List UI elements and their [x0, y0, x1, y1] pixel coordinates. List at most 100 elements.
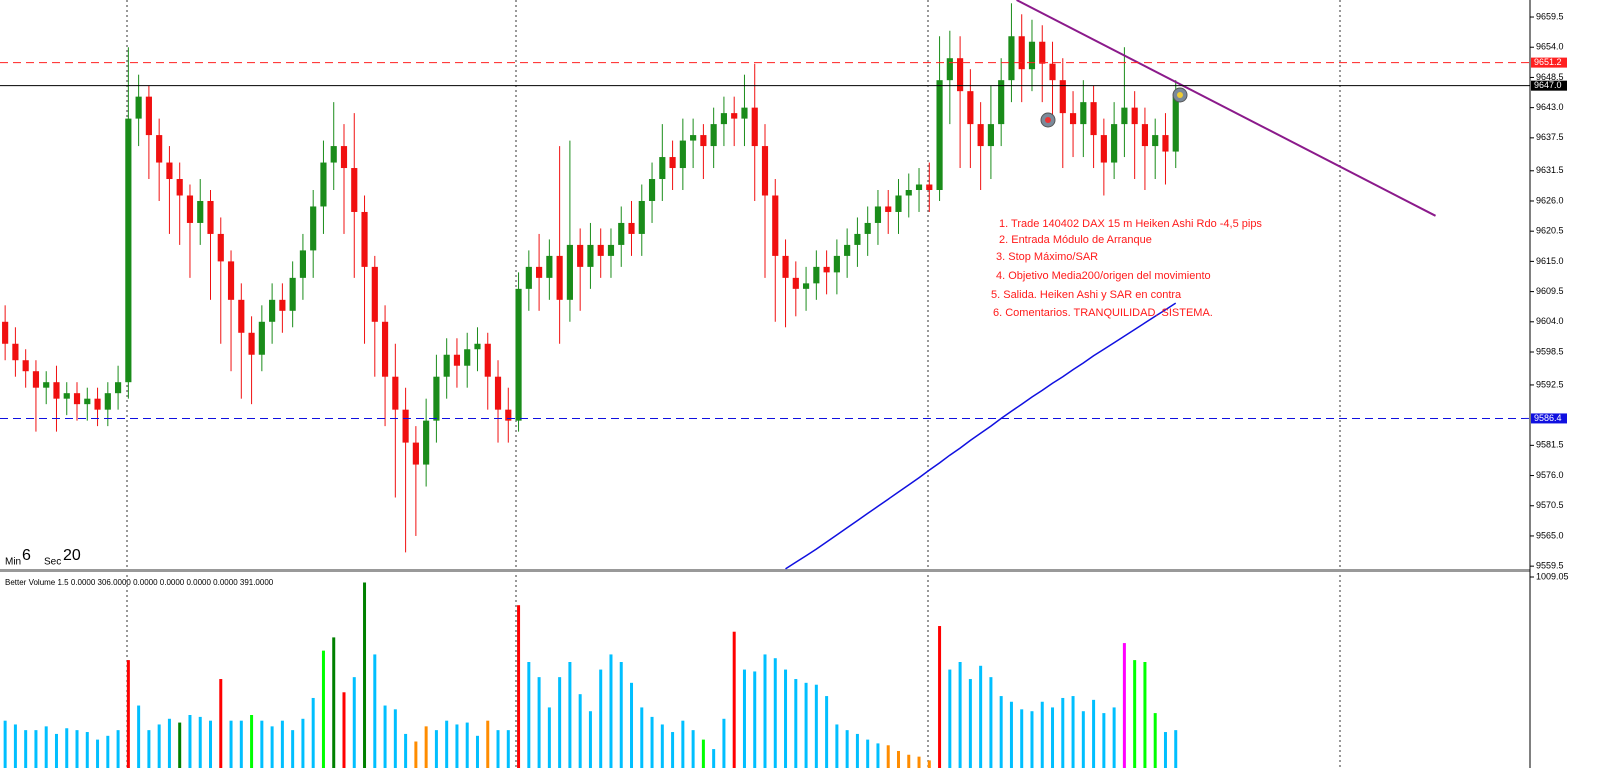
volume-bar	[681, 720, 685, 768]
candle-body	[957, 58, 964, 92]
volume-bar	[352, 677, 356, 768]
volume-bar	[896, 750, 900, 768]
annotation: 2. Entrada Módulo de Arranque	[999, 234, 1152, 246]
candle-body	[905, 190, 912, 196]
volume-bar	[3, 720, 7, 768]
candle-body	[2, 321, 9, 344]
y-tick-label: 9604.0	[1536, 316, 1564, 326]
volume-bar	[558, 677, 562, 768]
candle-body	[361, 211, 368, 267]
candle-body	[453, 354, 461, 366]
volume-bar	[712, 749, 716, 768]
volume-bar	[1061, 697, 1065, 768]
volume-bar	[1040, 701, 1044, 768]
volume-bar	[137, 705, 141, 768]
volume-bar	[671, 732, 675, 768]
y-tick-label: 9576.0	[1536, 470, 1564, 480]
candle-body	[73, 393, 81, 405]
candle-body	[289, 277, 296, 311]
candle-body	[720, 113, 728, 125]
volume-bar	[465, 722, 469, 768]
volume-bar	[517, 605, 521, 768]
candle-body	[464, 349, 471, 366]
candle-body	[1090, 102, 1097, 136]
candle-body	[84, 398, 91, 405]
volume-bar	[907, 754, 911, 768]
candle-body	[761, 146, 769, 196]
volume-bar	[825, 696, 829, 768]
candle-body	[915, 184, 923, 190]
candle-body	[1152, 135, 1159, 147]
volume-bar	[1030, 711, 1034, 768]
volume-bar	[301, 718, 305, 768]
candle-body	[659, 157, 666, 180]
candle-body	[1049, 63, 1056, 81]
volume-bar	[65, 728, 69, 768]
candle-body	[1028, 41, 1036, 70]
volume-bar	[414, 741, 418, 768]
candle-body	[484, 343, 491, 377]
y-tick-label: 9598.5	[1536, 346, 1564, 356]
volume-bar	[229, 720, 233, 768]
y-tick-label: 9654.0	[1536, 42, 1564, 52]
volume-bar	[1163, 732, 1167, 768]
volume-bar	[938, 626, 942, 768]
volume-bar	[958, 661, 962, 768]
y-tick-label: 9559.5	[1536, 561, 1564, 571]
volume-bar	[722, 718, 726, 768]
y-tick-label: 9659.5	[1536, 11, 1564, 21]
volume-bar	[1081, 711, 1085, 768]
candle-body	[802, 283, 810, 289]
candle-body	[351, 168, 358, 212]
volume-bar	[773, 658, 777, 768]
candle-body	[823, 266, 830, 273]
candle-body	[833, 255, 840, 273]
volume-bar	[239, 720, 243, 768]
candle-body	[176, 179, 183, 196]
candle-body	[12, 343, 19, 361]
volume-bar	[845, 730, 849, 768]
volume-bar	[44, 726, 48, 768]
candle-body	[885, 206, 892, 212]
volume-bar	[85, 732, 89, 768]
volume-bar	[1092, 699, 1096, 768]
volume-bar	[178, 722, 182, 768]
volume-bar	[54, 733, 58, 768]
timer-min: 6	[22, 547, 31, 564]
candle-body	[433, 376, 440, 421]
volume-bar	[198, 716, 202, 768]
volume-bar	[363, 582, 367, 768]
candle-body	[1131, 107, 1138, 125]
candle-body	[1080, 102, 1087, 125]
volume-bar	[527, 661, 531, 768]
volume-bar	[1153, 713, 1157, 768]
candle-body	[772, 195, 779, 256]
volume-bar	[886, 745, 890, 768]
volume-bar	[13, 724, 17, 768]
volume-bar	[424, 726, 428, 768]
candle-body	[926, 184, 933, 190]
volume-bar	[609, 654, 613, 768]
volume-bar	[619, 661, 623, 768]
volume-bar	[948, 669, 952, 768]
volume-bar	[753, 671, 757, 768]
candle-body	[690, 135, 697, 141]
volume-bar	[393, 709, 397, 768]
volume-bar	[1122, 643, 1126, 768]
candle-body	[700, 135, 707, 147]
volume-bar	[445, 720, 449, 768]
volume-title: Better Volume 1.5 0.0000 306.0000 0.0000…	[5, 578, 274, 587]
candle-body	[792, 277, 799, 289]
candle-body	[63, 393, 70, 399]
candle-body	[22, 360, 29, 372]
trendline	[1016, 0, 1436, 217]
y-tick-label: 9609.5	[1536, 286, 1564, 296]
candle-body	[895, 195, 902, 212]
candle-body	[987, 124, 994, 147]
volume-bar	[1102, 713, 1106, 768]
volume-bar	[280, 720, 284, 768]
timer-min-label: Min	[5, 557, 21, 568]
volume-bar	[660, 724, 664, 768]
candle-body	[669, 157, 676, 169]
volume-bar	[640, 707, 644, 768]
